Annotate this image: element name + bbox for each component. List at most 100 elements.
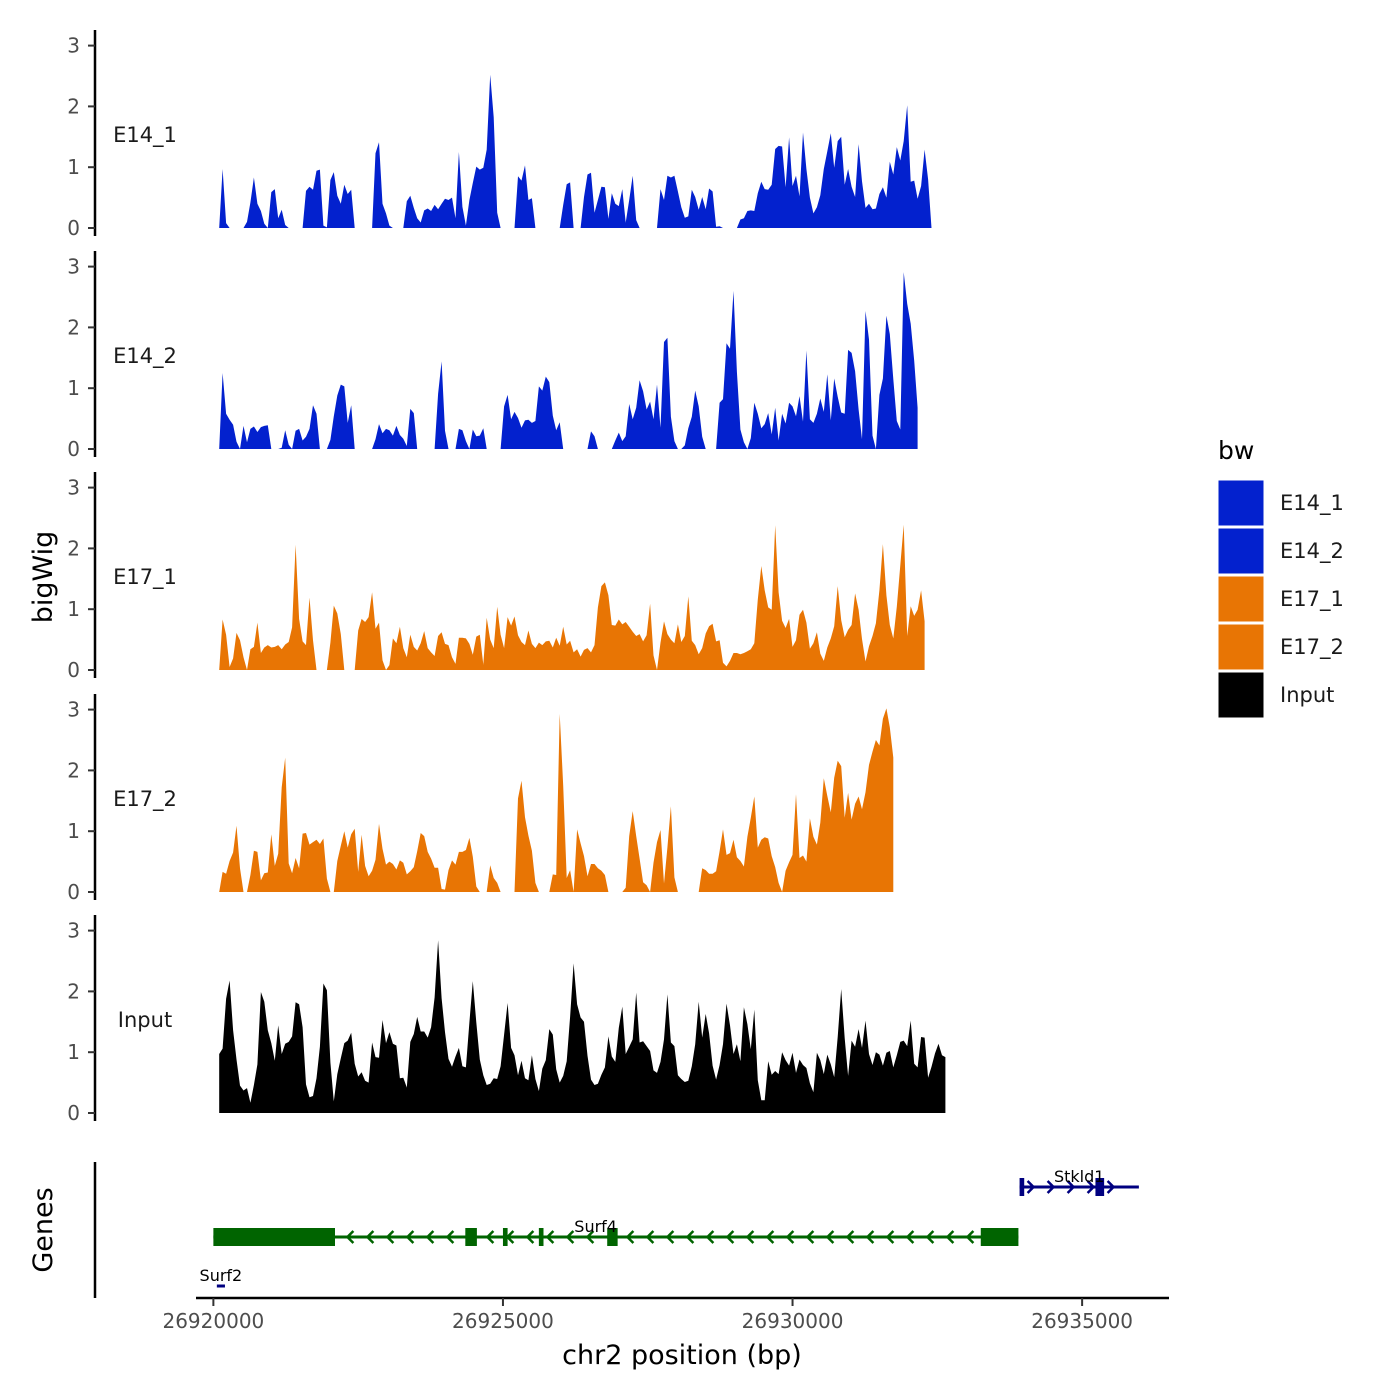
strand-arrow — [1086, 1180, 1096, 1194]
legend-title: bw — [1218, 436, 1254, 465]
strand-arrow — [525, 1230, 535, 1244]
track-E17_2: 0 1 2 3 E17_2 — [67, 694, 894, 904]
legend-swatch — [1217, 527, 1265, 575]
y-tick-label: 1 — [67, 1040, 80, 1064]
y-tick-label: 3 — [67, 255, 80, 279]
strand-arrow — [485, 1230, 495, 1244]
legend-swatch — [1217, 671, 1265, 719]
y-tick-label: 1 — [67, 155, 80, 179]
y-tick-label: 2 — [67, 536, 80, 560]
strand-arrow — [625, 1230, 635, 1244]
gene-Stkld1: Stkld1 — [1019, 1167, 1139, 1196]
y-tick-label: 3 — [67, 476, 80, 500]
track-E14_1: 0 1 2 3 E14_1 — [67, 30, 932, 240]
y-tick-label: 0 — [67, 880, 80, 904]
gene-Surf2: Surf2 — [200, 1266, 243, 1288]
strand-arrow — [785, 1230, 795, 1244]
track-label: E17_2 — [113, 787, 177, 812]
strand-arrow — [345, 1230, 355, 1244]
strand-arrow — [725, 1230, 735, 1244]
strand-arrow — [565, 1230, 575, 1244]
x-tick-label: 26925000 — [452, 1309, 554, 1333]
strand-arrow — [685, 1230, 695, 1244]
legend-label: E14_2 — [1280, 539, 1344, 564]
gene-Surf4: Surf4 — [213, 1217, 1019, 1246]
y-tick-label: 2 — [67, 758, 80, 782]
gene-label: Surf4 — [574, 1217, 617, 1236]
y-tick-label: 3 — [67, 919, 80, 943]
track-E14_2: 0 1 2 3 E14_2 — [67, 251, 918, 461]
strand-arrow — [1066, 1180, 1076, 1194]
exon — [538, 1228, 544, 1246]
exon — [980, 1228, 1019, 1246]
gene-label: Surf2 — [200, 1266, 243, 1285]
strand-arrow — [645, 1230, 655, 1244]
y-tick-label: 0 — [67, 1101, 80, 1125]
strand-arrow — [705, 1230, 715, 1244]
strand-arrow — [425, 1230, 435, 1244]
legend-item-E17_2: E17_2 — [1217, 623, 1344, 671]
x-tick-label: 26930000 — [742, 1309, 844, 1333]
strand-arrow — [1106, 1180, 1116, 1194]
x-axis-title: chr2 position (bp) — [562, 1340, 802, 1371]
strand-arrow — [385, 1230, 395, 1244]
strand-arrow — [405, 1230, 415, 1244]
exon — [1019, 1178, 1025, 1196]
strand-arrow — [445, 1230, 455, 1244]
legend-swatch — [1217, 623, 1265, 671]
strand-arrow — [745, 1230, 755, 1244]
strand-arrow — [1026, 1180, 1036, 1194]
y-tick-label: 2 — [67, 94, 80, 118]
track-label: E14_1 — [113, 123, 177, 148]
strand-arrow — [665, 1230, 675, 1244]
genes-axis-title: Genes — [28, 1187, 59, 1272]
legend-label: E14_1 — [1280, 491, 1344, 516]
area-E17_2 — [219, 708, 894, 892]
signal-tracks: 0 1 2 3 E14_1 0 1 2 3 E14_2 0 1 2 3 E17_1 0 1 2 3 E17_2 0 1 2 3… — [67, 30, 946, 1125]
exon — [1095, 1178, 1105, 1196]
y-tick-label: 2 — [67, 979, 80, 1003]
strand-arrow — [925, 1230, 935, 1244]
strand-arrow — [365, 1230, 375, 1244]
track-E17_1: 0 1 2 3 E17_1 — [67, 472, 925, 682]
exon — [213, 1228, 335, 1246]
strand-arrow — [945, 1230, 955, 1244]
legend-item-E14_1: E14_1 — [1217, 479, 1344, 527]
strand-arrow — [965, 1230, 975, 1244]
track-label: Input — [118, 1008, 172, 1032]
strand-arrow — [885, 1230, 895, 1244]
genes-panel: Surf2 Surf4 Stkld1 — [93, 1162, 1139, 1298]
y-tick-label: 1 — [67, 376, 80, 400]
y-tick-label: 1 — [67, 819, 80, 843]
legend-swatch — [1217, 575, 1265, 623]
area-E14_1 — [219, 74, 932, 228]
exon — [502, 1228, 508, 1246]
y-tick-label: 3 — [67, 698, 80, 722]
y-tick-label: 1 — [67, 597, 80, 621]
strand-arrow — [905, 1230, 915, 1244]
x-tick-label: 26920000 — [162, 1309, 264, 1333]
exon — [465, 1228, 477, 1246]
strand-arrow — [865, 1230, 875, 1244]
track-Input: 0 1 2 3 Input — [67, 915, 946, 1125]
legend: bw E14_1 E14_2 E17_1 E17_2 Input — [1217, 436, 1344, 719]
area-Input — [219, 940, 946, 1113]
area-E14_2 — [219, 272, 918, 449]
strand-arrow — [805, 1230, 815, 1244]
legend-swatch — [1217, 479, 1265, 527]
y-axis-title: bigWig — [28, 531, 59, 624]
x-tick-label: 26935000 — [1031, 1309, 1133, 1333]
strand-arrow — [825, 1230, 835, 1244]
legend-item-Input: Input — [1217, 671, 1334, 719]
track-label: E14_2 — [113, 344, 177, 369]
strand-arrow — [585, 1230, 595, 1244]
strand-arrow — [765, 1230, 775, 1244]
strand-arrow — [1046, 1180, 1056, 1194]
y-tick-label: 0 — [67, 216, 80, 240]
y-tick-label: 0 — [67, 437, 80, 461]
area-E17_1 — [219, 524, 925, 670]
legend-item-E14_2: E14_2 — [1217, 527, 1344, 575]
x-axis: 26920000 26925000 26930000 26935000 — [162, 1296, 1169, 1333]
y-tick-label: 2 — [67, 315, 80, 339]
